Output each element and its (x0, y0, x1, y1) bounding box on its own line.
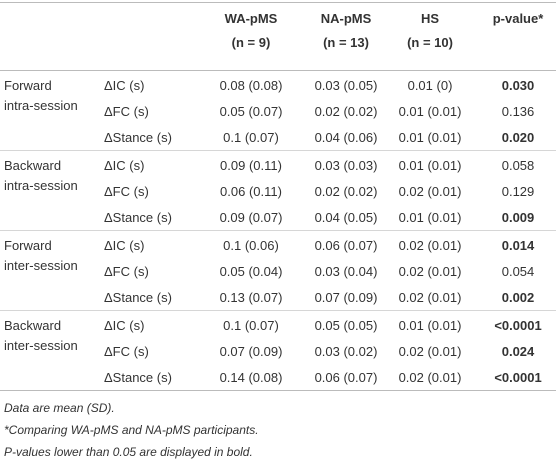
cell-value: 0.02 (0.02) (314, 104, 378, 119)
cell-value: 0.03 (0.05) (314, 78, 378, 93)
cell-value: 0.05 (0.05) (314, 318, 378, 333)
cell-value: 0.04 (0.05) (314, 210, 378, 225)
rule (0, 230, 556, 231)
measure: ΔFC (s) (104, 104, 149, 119)
cell-value: 0.01 (0.01) (398, 210, 462, 225)
cell-value: 0.03 (0.03) (314, 158, 378, 173)
column-header: HS (420, 11, 440, 26)
p-value: 0.020 (501, 130, 535, 145)
p-value: <0.0001 (494, 370, 542, 385)
measure: ΔFC (s) (104, 264, 149, 279)
column-header: NA-pMS (320, 11, 372, 26)
cell-value: 0.02 (0.01) (398, 184, 462, 199)
cell-value: 0.05 (0.04) (219, 264, 283, 279)
group-label: intra-session (4, 178, 78, 193)
footnote: P-values lower than 0.05 are displayed i… (4, 445, 253, 459)
cell-value: 0.09 (0.11) (220, 158, 282, 173)
p-value: 0.002 (501, 290, 535, 305)
group-label: Forward (4, 78, 52, 93)
group-label: inter-session (4, 258, 78, 273)
cell-value: 0.02 (0.01) (398, 344, 462, 359)
cell-value: 0.06 (0.07) (314, 370, 378, 385)
group-label: Backward (4, 318, 62, 333)
p-value: 0.014 (501, 238, 535, 253)
cell-value: 0.01 (0.01) (398, 130, 462, 145)
cell-value: 0.09 (0.07) (219, 210, 283, 225)
p-value: 0.024 (501, 344, 535, 359)
rule (0, 2, 556, 3)
column-n: (n = 10) (407, 35, 453, 50)
rule (0, 150, 556, 151)
column-header: p-value* (492, 11, 544, 26)
group-label: Backward (4, 158, 62, 173)
cell-value: 0.04 (0.06) (314, 130, 378, 145)
cell-value: 0.01 (0.01) (398, 158, 462, 173)
cell-value: 0.1 (0.06) (223, 238, 279, 253)
footnote: *Comparing WA-pMS and NA-pMS participant… (4, 423, 259, 437)
column-header: WA-pMS (224, 11, 278, 26)
cell-value: 0.02 (0.02) (314, 184, 378, 199)
cell-value: 0.01 (0.01) (398, 318, 462, 333)
cell-value: 0.07 (0.09) (219, 344, 283, 359)
group-label: intra-session (4, 98, 78, 113)
measure: ΔIC (s) (104, 78, 145, 93)
cell-value: 0.05 (0.07) (219, 104, 283, 119)
cell-value: 0.01 (0.01) (398, 104, 462, 119)
measure: ΔStance (s) (104, 210, 172, 225)
p-value: 0.129 (501, 184, 535, 199)
cell-value: 0.03 (0.02) (314, 344, 378, 359)
cell-value: 0.06 (0.07) (314, 238, 378, 253)
p-value: 0.054 (501, 264, 535, 279)
rule (0, 70, 556, 71)
footnote: Data are mean (SD). (4, 401, 115, 415)
measure: ΔIC (s) (104, 318, 145, 333)
column-n: (n = 9) (231, 35, 271, 50)
cell-value: 0.13 (0.07) (219, 290, 283, 305)
cell-value: 0.02 (0.01) (398, 370, 462, 385)
measure: ΔStance (s) (104, 130, 172, 145)
cell-value: 0.1 (0.07) (223, 130, 279, 145)
group-label: Forward (4, 238, 52, 253)
cell-value: 0.01 (0) (407, 78, 453, 93)
p-value: <0.0001 (494, 318, 542, 333)
cell-value: 0.06 (0.11) (220, 184, 282, 199)
measure: ΔStance (s) (104, 370, 172, 385)
cell-value: 0.08 (0.08) (219, 78, 283, 93)
cell-value: 0.02 (0.01) (398, 238, 462, 253)
cell-value: 0.07 (0.09) (314, 290, 378, 305)
group-label: inter-session (4, 338, 78, 353)
rule (0, 310, 556, 311)
column-n: (n = 13) (323, 35, 369, 50)
p-value: 0.058 (501, 158, 535, 173)
cell-value: 0.02 (0.01) (398, 264, 462, 279)
p-value: 0.009 (501, 210, 535, 225)
p-value: 0.136 (501, 104, 535, 119)
measure: ΔFC (s) (104, 184, 149, 199)
cell-value: 0.14 (0.08) (219, 370, 283, 385)
measure: ΔIC (s) (104, 238, 145, 253)
measure: ΔStance (s) (104, 290, 172, 305)
p-value: 0.030 (501, 78, 535, 93)
cell-value: 0.02 (0.01) (398, 290, 462, 305)
cell-value: 0.03 (0.04) (314, 264, 378, 279)
measure: ΔIC (s) (104, 158, 145, 173)
rule (0, 390, 556, 391)
measure: ΔFC (s) (104, 344, 149, 359)
cell-value: 0.1 (0.07) (223, 318, 279, 333)
